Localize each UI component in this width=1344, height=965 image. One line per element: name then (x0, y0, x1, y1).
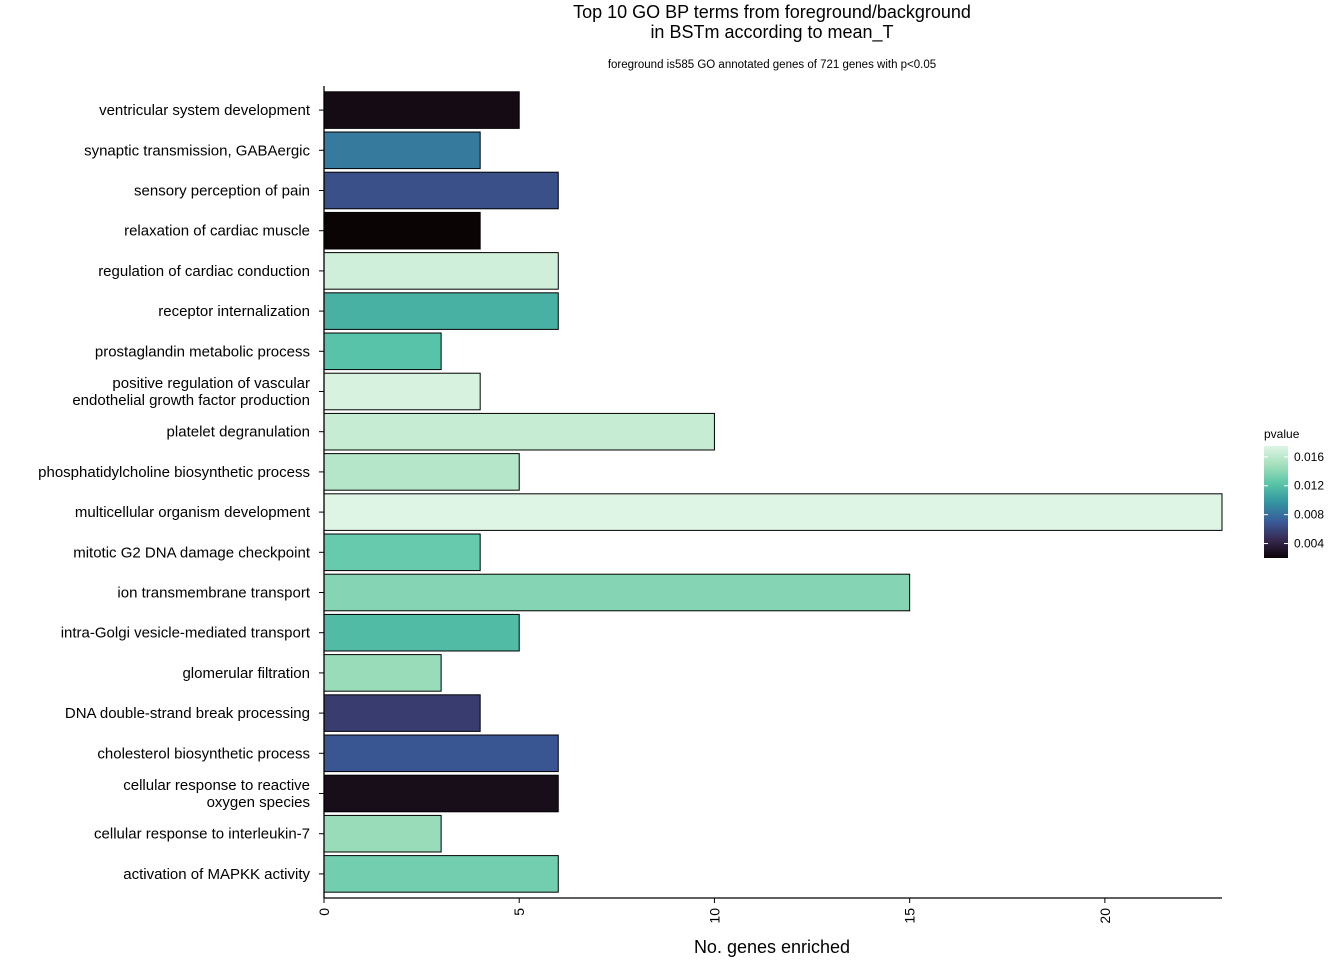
category-label: prostaglandin metabolic process (95, 343, 310, 360)
category-label: ventricular system development (99, 102, 311, 119)
bar (323, 412, 715, 451)
bar (323, 292, 559, 330)
bar (323, 493, 1223, 531)
category-label: glomerular filtration (182, 665, 310, 682)
category-label: phosphatidylcholine biosynthetic process (38, 464, 310, 481)
x-tick-label: 20 (1097, 908, 1113, 924)
category-label: positive regulation of vascular (112, 375, 310, 392)
category-label: receptor internalization (158, 303, 310, 320)
bar (323, 533, 481, 572)
legend: pvalue 0.004 0.008 0.012 0.016 (1264, 427, 1324, 558)
category-label: mitotic G2 DNA damage checkpoint (73, 544, 311, 561)
bar (323, 734, 559, 773)
chart-title-line-2: in BSTm according to mean_T (650, 22, 893, 43)
legend-tick-label: 0.004 (1294, 537, 1324, 551)
category-label: activation of MAPKK activity (123, 866, 310, 883)
category-label: cholesterol biosynthetic process (97, 745, 310, 762)
bar (323, 613, 520, 652)
bar (323, 372, 481, 411)
legend-title: pvalue (1264, 427, 1300, 441)
chart-title-line-1: Top 10 GO BP terms from foreground/backg… (573, 2, 971, 22)
category-label: regulation of cardiac conduction (98, 263, 310, 280)
legend-tick-label: 0.012 (1294, 479, 1324, 493)
category-label: oxygen species (207, 794, 310, 811)
category-label: sensory perception of pain (134, 183, 310, 200)
legend-tick-label: 0.016 (1294, 450, 1324, 464)
category-label: relaxation of cardiac muscle (124, 223, 310, 240)
category-labels: ventricular system development synaptic t… (38, 102, 324, 883)
category-label: cellular response to interleukin-7 (94, 826, 310, 843)
category-label: synaptic transmission, GABAergic (84, 142, 310, 159)
bar (323, 774, 559, 813)
category-label: platelet degranulation (167, 424, 310, 441)
category-label: cellular response to reactive (123, 777, 310, 794)
bar (323, 453, 520, 491)
x-tick-label: 5 (511, 908, 527, 916)
bar (323, 694, 481, 732)
legend-ticks: 0.004 0.008 0.012 0.016 (1264, 450, 1324, 551)
bar (323, 91, 520, 129)
bars-layer (323, 91, 1223, 893)
category-label: intra-Golgi vesicle-mediated transport (61, 625, 311, 642)
chart-subtitle: foreground is585 GO annotated genes of 7… (608, 59, 936, 71)
legend-tick-label: 0.008 (1294, 508, 1324, 522)
bar (323, 855, 559, 893)
bar (323, 332, 442, 371)
bar (323, 814, 442, 853)
category-label: endothelial growth factor production (72, 392, 310, 409)
x-tick-label: 10 (706, 908, 722, 924)
bar (323, 573, 911, 612)
legend-colorbar (1264, 446, 1288, 558)
x-axis-title: No. genes enriched (694, 937, 850, 957)
category-label: ion transmembrane transport (117, 585, 310, 602)
x-axis-ticks: 0 5 10 15 20 (316, 898, 1113, 924)
x-tick-label: 15 (902, 908, 918, 924)
category-label: DNA double-strand break processing (65, 705, 310, 722)
category-label: multicellular organism development (75, 504, 311, 521)
bar (323, 131, 481, 170)
x-tick-label: 0 (316, 908, 332, 916)
bar (323, 171, 559, 210)
bar (323, 252, 559, 290)
bar (323, 211, 481, 250)
bar (323, 654, 442, 692)
